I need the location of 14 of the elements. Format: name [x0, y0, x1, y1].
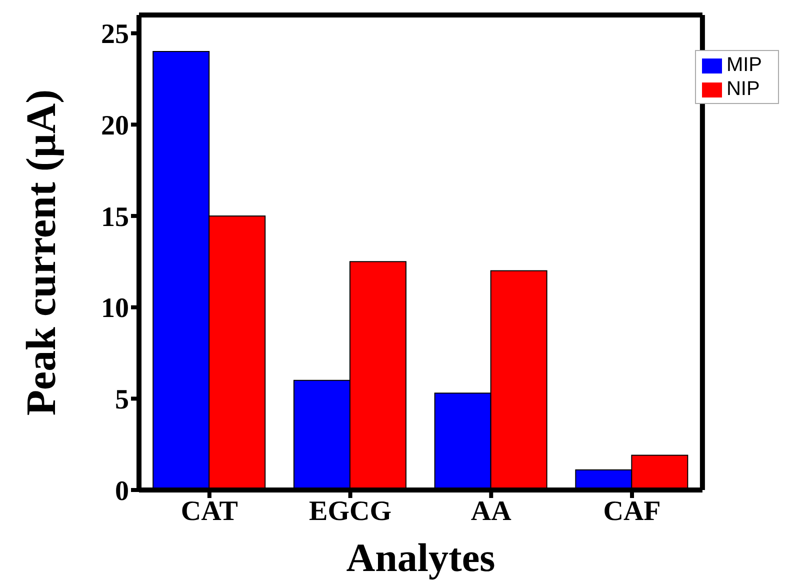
y-tick-label: 0	[115, 476, 129, 507]
y-tick-label: 10	[101, 293, 129, 324]
y-tick-label: 20	[101, 110, 129, 142]
x-tick-label: CAT	[180, 496, 238, 527]
legend-label: MIP	[726, 54, 762, 76]
y-axis-title: Peak current (μA)	[18, 89, 65, 416]
legend-label: NIP	[726, 78, 760, 100]
x-tick-label: EGCG	[309, 496, 392, 527]
x-tick-label: CAF	[603, 496, 661, 527]
x-axis-title: Analytes	[346, 535, 496, 580]
y-tick-label: 15	[101, 202, 129, 233]
x-tick-label: AA	[470, 496, 512, 527]
y-tick-label: 5	[115, 384, 129, 416]
y-tick-label: 25	[101, 19, 129, 50]
